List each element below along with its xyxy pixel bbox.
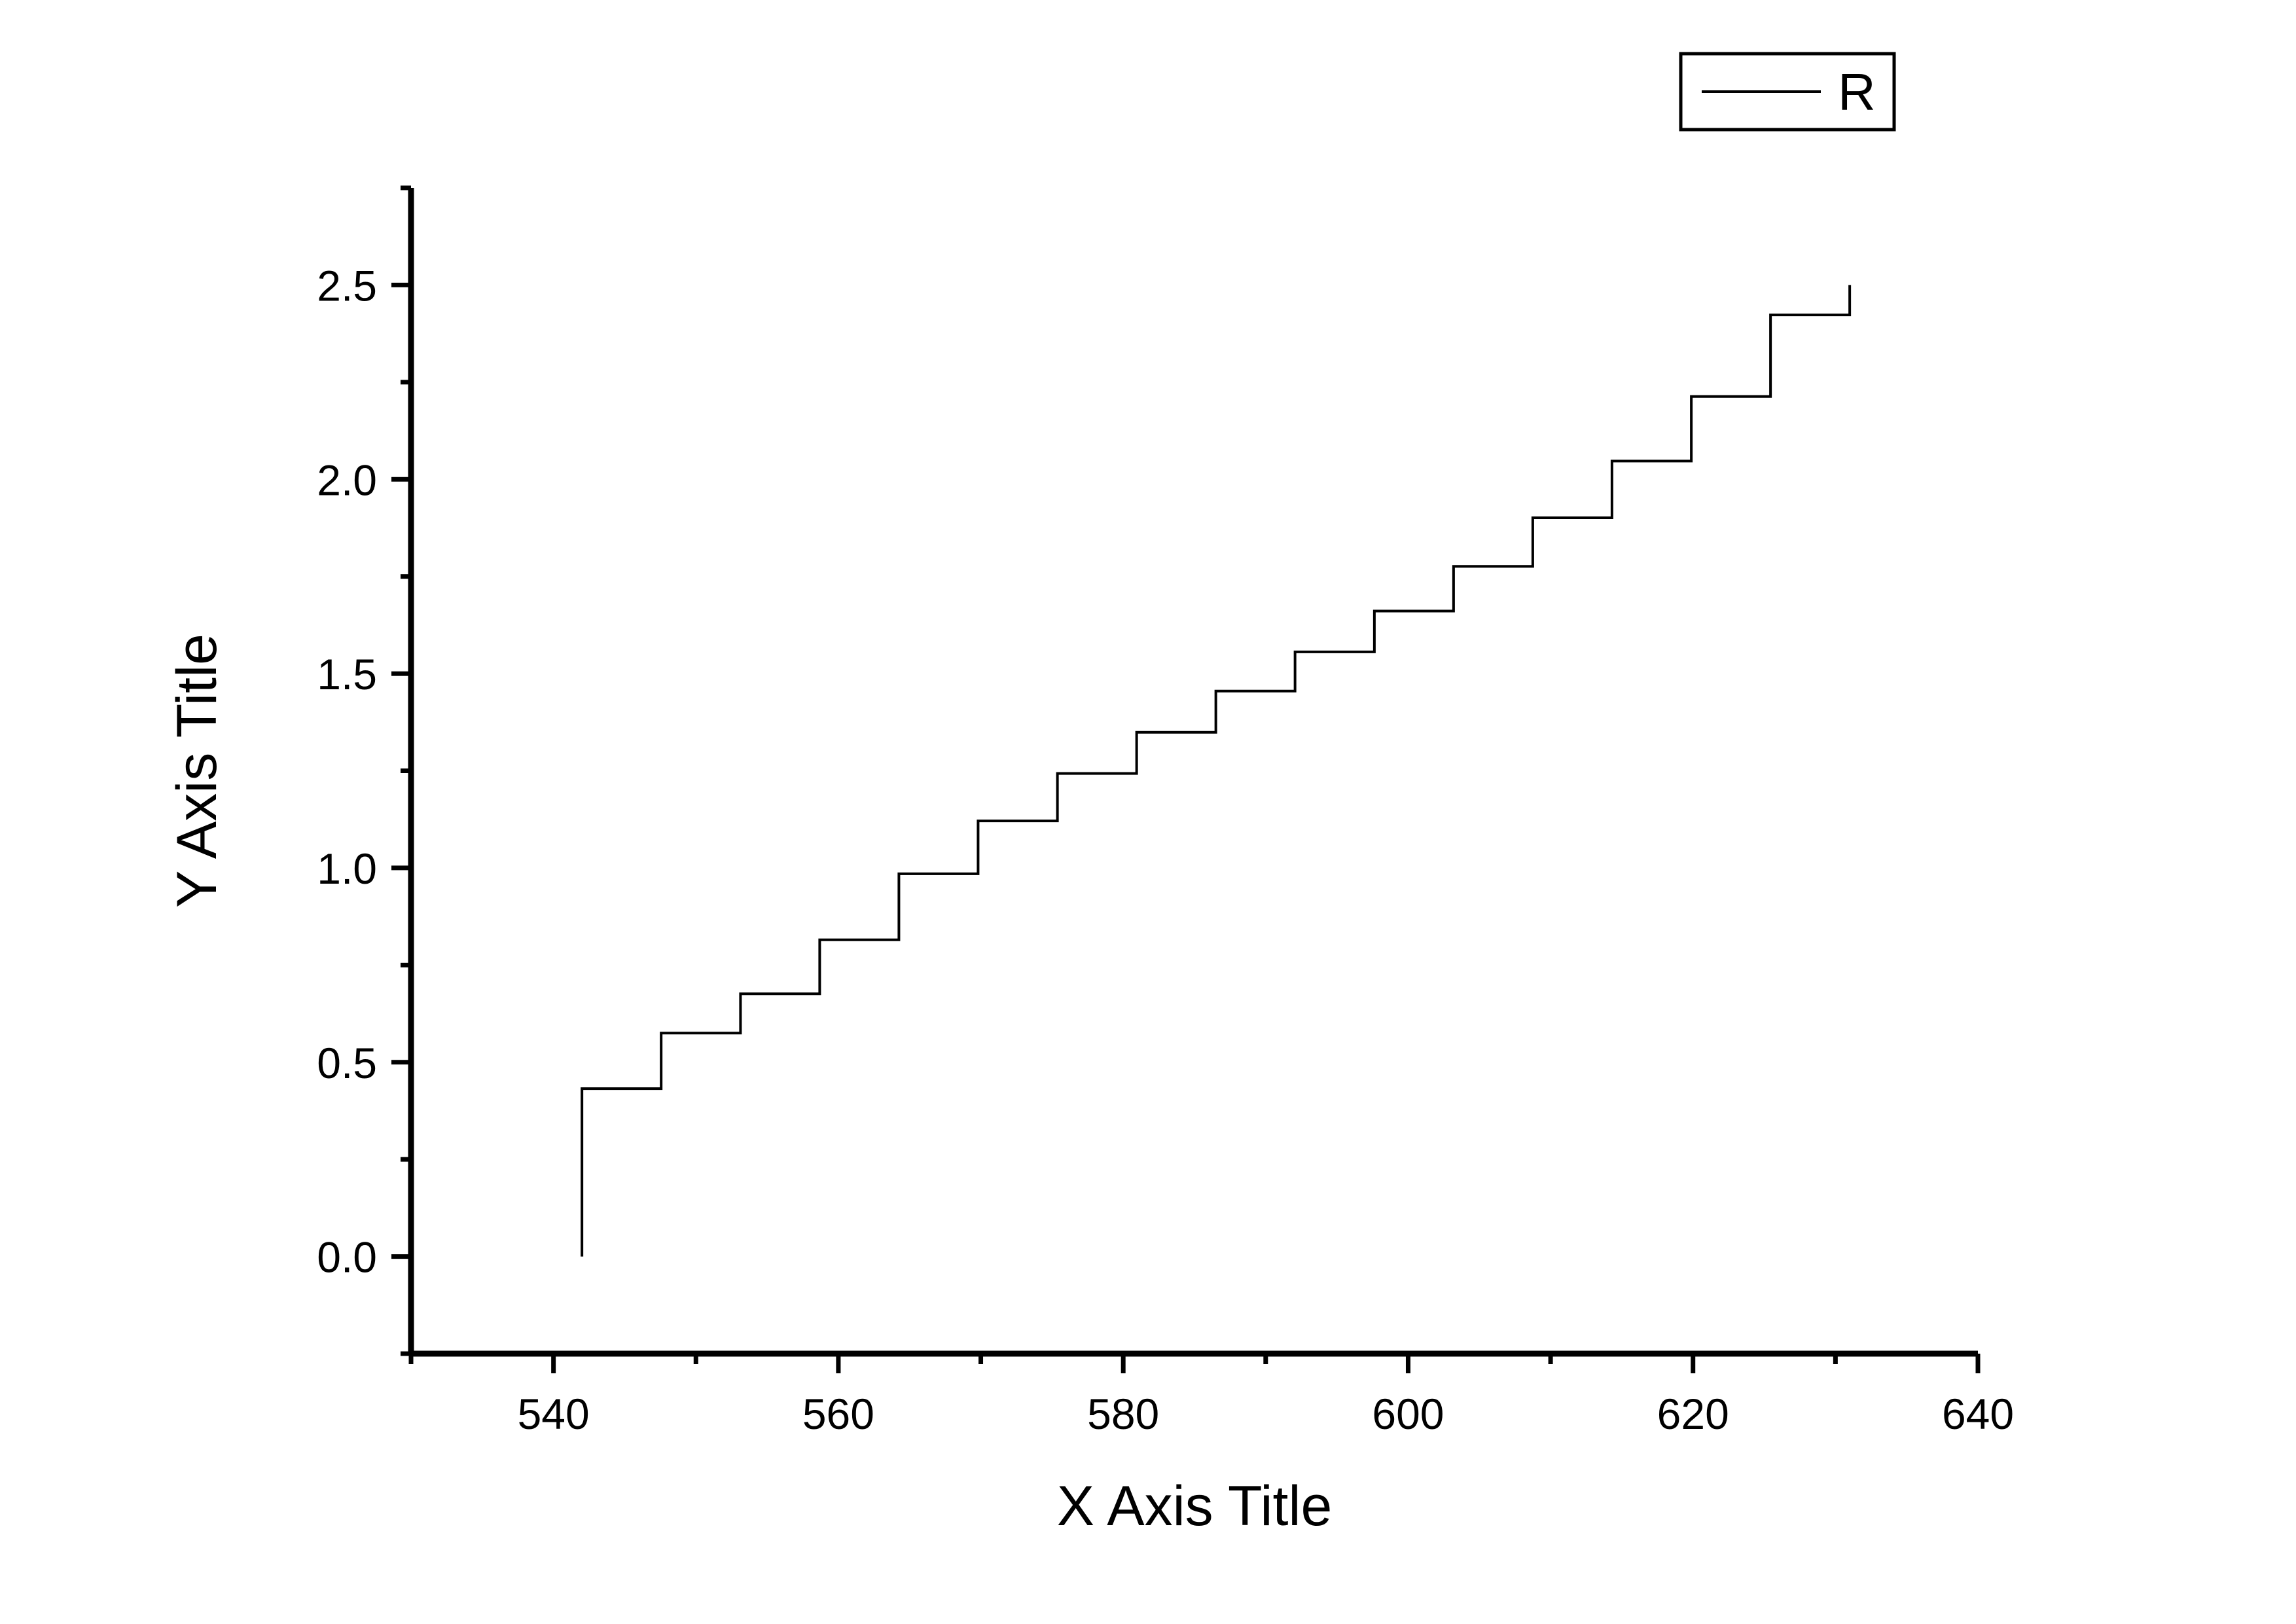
y-axis-ticks	[391, 185, 411, 1356]
series-r-step-line	[581, 285, 1852, 1257]
x-tick-label: 580	[1087, 1390, 1159, 1438]
x-axis-ticks	[408, 1354, 1981, 1373]
y-tick-label: 1.0	[317, 844, 377, 893]
y-tick-label: 2.0	[317, 456, 377, 504]
y-axis-tick-labels: 0.0 0.5 1.0 1.5 2.0 2.5	[317, 261, 377, 1281]
x-tick-label: 620	[1657, 1390, 1729, 1438]
axes	[408, 188, 1978, 1357]
legend-entry-label: R	[1838, 63, 1876, 121]
x-tick-label: 640	[1942, 1390, 2014, 1438]
x-axis-title: X Axis Title	[1057, 1475, 1333, 1538]
y-tick-label: 0.5	[317, 1039, 377, 1087]
legend: R	[1679, 52, 1896, 132]
x-tick-label: 600	[1372, 1390, 1444, 1438]
y-axis-title: Y Axis Title	[166, 634, 228, 908]
y-tick-label: 1.5	[317, 650, 377, 698]
y-tick-label: 0.0	[317, 1233, 377, 1282]
y-tick-label: 2.5	[317, 261, 377, 310]
x-axis-tick-labels: 540 560 580 600 620 640	[518, 1390, 2014, 1438]
x-tick-label: 540	[518, 1390, 590, 1438]
x-tick-label: 560	[802, 1390, 874, 1438]
